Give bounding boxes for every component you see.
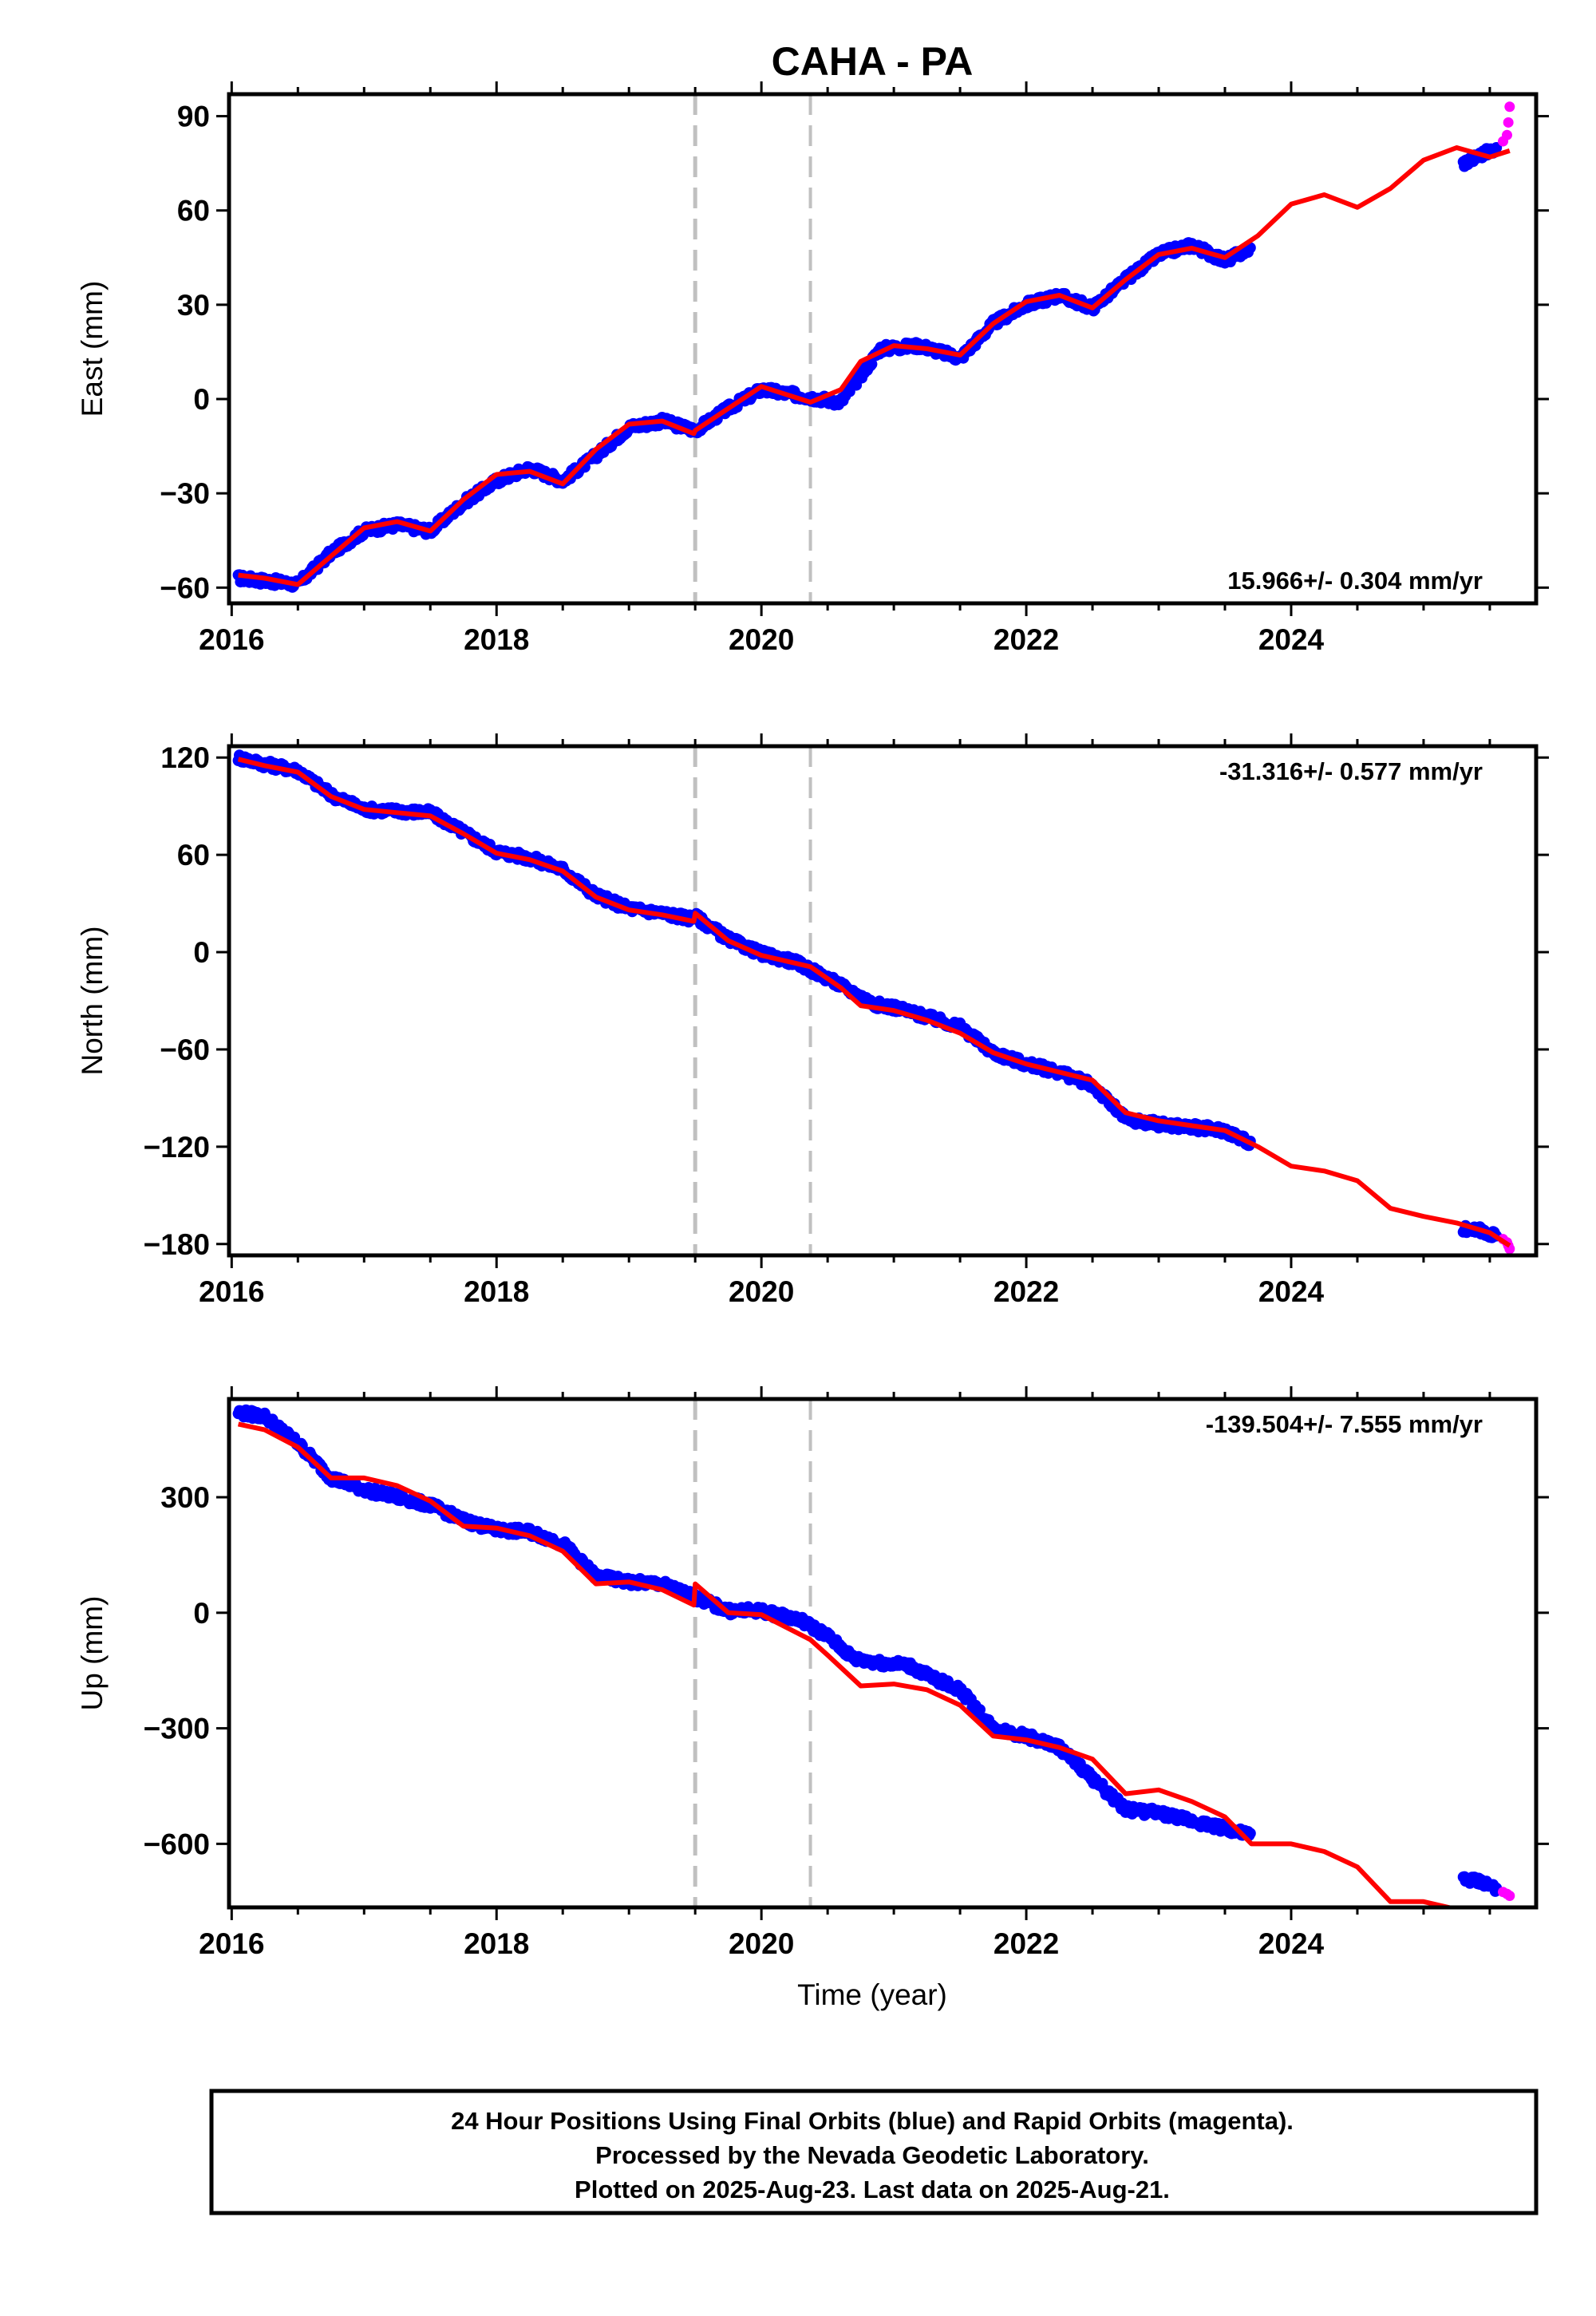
rapid-orbit-point: [1504, 101, 1515, 113]
footer-box: 24 Hour Positions Using Final Orbits (bl…: [209, 2089, 1539, 2215]
y-axis-title: North (mm): [76, 926, 109, 1075]
x-tick-label: 2018: [464, 1927, 529, 1960]
final-orbits-series: [232, 141, 1503, 593]
x-tick-label: 2020: [729, 1927, 794, 1960]
x-tick-label: 2016: [199, 1927, 264, 1960]
y-tick-label: 60: [177, 839, 210, 871]
footer-line-2: Processed by the Nevada Geodetic Laborat…: [595, 2141, 1149, 2169]
panel-frame: [227, 1397, 1539, 1910]
x-tick-label: 2024: [1258, 1927, 1325, 1960]
y-axis-title: East (mm): [76, 281, 109, 417]
footer-line-3: Plotted on 2025-Aug-23. Last data on 202…: [575, 2176, 1170, 2203]
x-tick-label: 2020: [729, 1275, 794, 1308]
x-axis-title: Time (year): [797, 1978, 947, 2011]
x-tick-label: 2024: [1258, 1275, 1325, 1308]
y-tick-label: −120: [144, 1131, 210, 1164]
rapid-orbit-point: [1503, 117, 1514, 128]
x-tick-label: 2020: [729, 623, 794, 656]
footer-line-1: 24 Hour Positions Using Final Orbits (bl…: [451, 2107, 1294, 2135]
x-tick-label: 2016: [199, 1275, 264, 1308]
rate-label: -139.504+/- 7.555 mm/yr: [1206, 1410, 1483, 1438]
final-orbit-point: [974, 1704, 986, 1716]
plot-area: [232, 101, 1515, 593]
y-tick-label: 0: [193, 936, 210, 969]
rapid-orbit-point: [1501, 129, 1512, 140]
x-tick-label: 2022: [994, 1927, 1059, 1960]
y-tick-label: −300: [144, 1713, 210, 1745]
up-panel: 2016 2018 2020 2022 2024 300 0 −300 −600 Up (mm) -…: [76, 1386, 1549, 1960]
y-tick-label: −30: [160, 477, 210, 510]
rapid-orbits-series: [1498, 101, 1515, 147]
plot-area: [232, 749, 1515, 1255]
y-tick-label: 30: [177, 289, 210, 322]
chart-title: CAHA - PA: [772, 39, 974, 84]
model-curve: [237, 1421, 1460, 1907]
model-curve: [237, 757, 1511, 1248]
rate-label: -31.316+/- 0.577 mm/yr: [1219, 757, 1483, 785]
x-tick-label: 2018: [464, 1275, 529, 1308]
north-panel: 2016 2018 2020 2022 2024 120 60 0 −60 −120 −180 Nor…: [76, 733, 1549, 1308]
y-tick-label: 0: [193, 1597, 210, 1630]
rapid-orbit-point: [1504, 1891, 1515, 1902]
model-curve: [238, 145, 1511, 587]
east-panel: 2016 2018 2020 2022 2024 90 60 30 0 −30 −60 East (m…: [76, 81, 1549, 656]
final-orbit-point: [1244, 1828, 1256, 1840]
y-tick-label: 300: [160, 1481, 210, 1514]
plot-area: [232, 1404, 1515, 1907]
x-tick-label: 2016: [199, 623, 264, 656]
x-tick-label: 2018: [464, 623, 529, 656]
rapid-orbits-series: [1498, 1887, 1515, 1902]
x-tick-label: 2024: [1258, 623, 1325, 656]
y-tick-label: −60: [160, 1034, 210, 1066]
x-tick-label: 2022: [994, 1275, 1059, 1308]
y-tick-label: −180: [144, 1228, 210, 1261]
panel-frame: [227, 744, 1539, 1258]
y-tick-label: 60: [177, 195, 210, 227]
y-axis-title: Up (mm): [76, 1596, 109, 1711]
final-orbits-series: [232, 1404, 1503, 1897]
x-tick-label: 2022: [994, 623, 1059, 656]
rate-label: 15.966+/- 0.304 mm/yr: [1227, 567, 1483, 595]
panel-frame: [227, 92, 1539, 606]
y-tick-label: −600: [144, 1828, 210, 1860]
y-tick-label: 0: [193, 383, 210, 416]
y-tick-label: 90: [177, 101, 210, 133]
y-tick-label: 120: [160, 741, 210, 774]
y-tick-label: −60: [160, 571, 210, 604]
